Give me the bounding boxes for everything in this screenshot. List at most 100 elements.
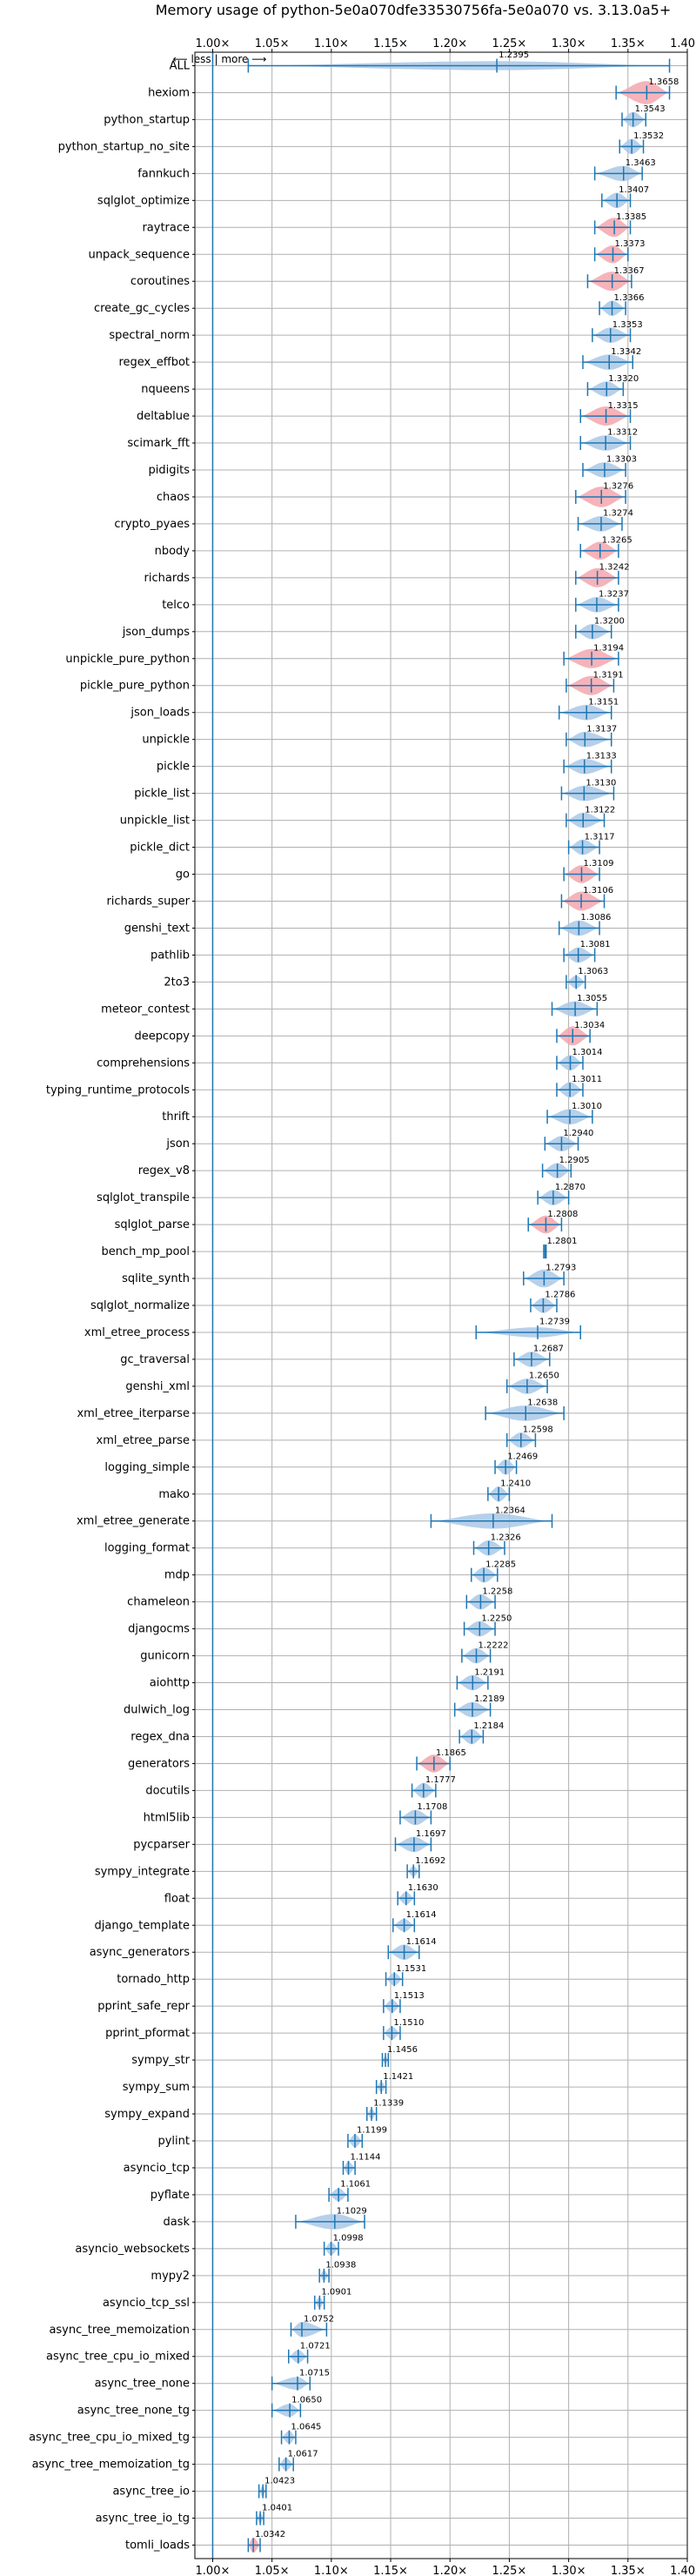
category-label: tornado_http bbox=[117, 1973, 190, 1986]
category-label: json bbox=[165, 1137, 190, 1150]
violin-async_tree_memoization: 1.0752 bbox=[290, 2314, 334, 2338]
value-label: 1.3133 bbox=[586, 751, 617, 761]
category-label: chaos bbox=[157, 491, 190, 504]
category-label: coroutines bbox=[130, 275, 190, 288]
violin-pickle_list: 1.3130 bbox=[560, 778, 616, 802]
category-label: aiohttp bbox=[150, 1677, 190, 1690]
category-label: async_tree_none_tg bbox=[77, 2405, 190, 2418]
violin-richards: 1.3242 bbox=[575, 563, 630, 587]
category-label: gunicorn bbox=[140, 1650, 190, 1663]
value-label: 1.2793 bbox=[545, 1264, 576, 1273]
value-label: 1.3014 bbox=[572, 1048, 603, 1057]
violin-tornado_http: 1.1531 bbox=[385, 1964, 426, 1987]
value-label: 1.3151 bbox=[588, 697, 619, 707]
violin-create_gc_cycles: 1.3366 bbox=[599, 293, 645, 316]
violin-sympy_integrate: 1.1692 bbox=[406, 1856, 445, 1879]
value-label: 1.2469 bbox=[507, 1452, 538, 1462]
category-label: spectral_norm bbox=[109, 329, 190, 342]
category-label: sqlglot_optimize bbox=[97, 194, 190, 207]
value-label: 1.1510 bbox=[393, 2018, 424, 2028]
category-label: mypy2 bbox=[151, 2270, 190, 2283]
value-label: 1.3407 bbox=[619, 185, 649, 195]
value-label: 1.3086 bbox=[580, 913, 611, 922]
value-label: 1.3274 bbox=[603, 509, 633, 519]
value-label: 1.3303 bbox=[606, 455, 637, 465]
value-label: 1.3320 bbox=[608, 374, 639, 384]
value-label: 1.3312 bbox=[607, 428, 638, 438]
x-tick-label-top: 1.40× bbox=[670, 37, 696, 50]
violin-async_tree_io: 1.0423 bbox=[258, 2476, 295, 2499]
value-label: 1.0401 bbox=[262, 2503, 292, 2512]
value-label: 1.1630 bbox=[408, 1883, 438, 1893]
violin-crypto_pyaes: 1.3274 bbox=[577, 509, 633, 532]
category-label: ALL bbox=[170, 59, 191, 72]
x-tick-label-top: 1.20× bbox=[432, 37, 467, 50]
violin-pyflate: 1.1061 bbox=[328, 2180, 371, 2202]
violin-deltablue: 1.3315 bbox=[579, 401, 639, 426]
value-label: 1.1199 bbox=[357, 2126, 387, 2136]
violin-xml_etree_iterparse: 1.2638 bbox=[485, 1399, 565, 1421]
x-tick-label-bottom: 1.25× bbox=[492, 2565, 526, 2576]
x-tick-label-top: 1.25× bbox=[492, 37, 526, 50]
value-label: 1.2786 bbox=[545, 1291, 575, 1300]
x-tick-label-top: 1.35× bbox=[611, 37, 646, 50]
value-label: 1.1421 bbox=[383, 2072, 413, 2082]
axes: 1.00× 1.00× 1.05× 1.05× 1.10× 1.10× 1.15× 1.15×… bbox=[29, 37, 696, 2576]
category-label: meteor_contest bbox=[101, 1003, 190, 1016]
violin-sqlglot_optimize: 1.3407 bbox=[601, 185, 649, 209]
category-label: pickle_pure_python bbox=[80, 680, 190, 693]
violin-django_template: 1.1614 bbox=[392, 1910, 437, 1933]
violin-async_tree_cpu_io_mixed_tg: 1.0645 bbox=[280, 2422, 321, 2445]
value-label: 1.1531 bbox=[396, 1964, 426, 1974]
violin-pickle_dict: 1.3117 bbox=[567, 832, 615, 855]
x-tick-label-bottom: 1.30× bbox=[552, 2565, 586, 2576]
category-label: pprint_safe_repr bbox=[97, 2000, 190, 2013]
category-label: python_startup bbox=[104, 113, 190, 126]
category-label: sympy_sum bbox=[123, 2081, 190, 2094]
category-label: regex_dna bbox=[130, 1730, 190, 1743]
value-label: 1.3081 bbox=[580, 940, 611, 949]
value-label: 1.2808 bbox=[547, 1210, 578, 1219]
violin-ALL: 1.2395 bbox=[247, 50, 671, 73]
value-label: 1.0423 bbox=[264, 2476, 295, 2485]
category-label: async_tree_cpu_io_mixed bbox=[46, 2351, 190, 2364]
violin-logging_format: 1.2326 bbox=[472, 1533, 521, 1556]
category-label: json_dumps bbox=[122, 626, 190, 639]
value-label: 1.2905 bbox=[559, 1156, 590, 1165]
violin-float: 1.1630 bbox=[397, 1883, 438, 1906]
value-label: 1.3130 bbox=[586, 778, 616, 788]
category-label: unpack_sequence bbox=[88, 248, 190, 261]
violin-chaos: 1.3276 bbox=[575, 482, 633, 507]
value-label: 1.0721 bbox=[300, 2341, 331, 2351]
category-label: sqlite_synth bbox=[122, 1272, 190, 1285]
category-label: unpickle bbox=[142, 734, 190, 747]
violin-async_tree_cpu_io_mixed: 1.0721 bbox=[287, 2341, 331, 2364]
violin-xml_etree_generate: 1.2364 bbox=[430, 1506, 553, 1529]
category-label: dulwich_log bbox=[124, 1704, 190, 1717]
value-label: 1.3532 bbox=[633, 131, 664, 141]
violin-tomli_loads: 1.0342 bbox=[247, 2530, 285, 2553]
category-label: create_gc_cycles bbox=[94, 302, 190, 315]
category-label: crypto_pyaes bbox=[114, 518, 190, 531]
violin-aiohttp: 1.2191 bbox=[456, 1667, 505, 1691]
x-tick-label-bottom: 1.10× bbox=[314, 2565, 349, 2576]
violin-typing_runtime_protocols: 1.3011 bbox=[556, 1075, 602, 1098]
value-label: 1.2870 bbox=[555, 1183, 586, 1192]
value-label: 1.0342 bbox=[255, 2530, 285, 2539]
direction-label: ⟵ less | more ⟶ bbox=[172, 53, 266, 65]
violin-python_startup_no_site: 1.3532 bbox=[619, 131, 664, 155]
violin-pidigits: 1.3303 bbox=[582, 455, 637, 478]
category-label: sqlglot_transpile bbox=[97, 1191, 190, 1204]
violin-regex_dna: 1.2184 bbox=[458, 1721, 504, 1745]
x-tick-label-bottom: 1.05× bbox=[255, 2565, 290, 2576]
violin-json_loads: 1.3151 bbox=[558, 697, 619, 721]
violin-docutils: 1.1777 bbox=[411, 1775, 456, 1799]
category-label: float bbox=[164, 1892, 190, 1905]
violin-nqueens: 1.3320 bbox=[586, 374, 639, 397]
value-label: 1.3137 bbox=[586, 724, 617, 734]
value-label: 1.2598 bbox=[523, 1426, 553, 1435]
category-label: async_tree_io bbox=[112, 2485, 190, 2499]
value-label: 1.3367 bbox=[614, 266, 645, 276]
category-label: pylint bbox=[157, 2135, 190, 2148]
